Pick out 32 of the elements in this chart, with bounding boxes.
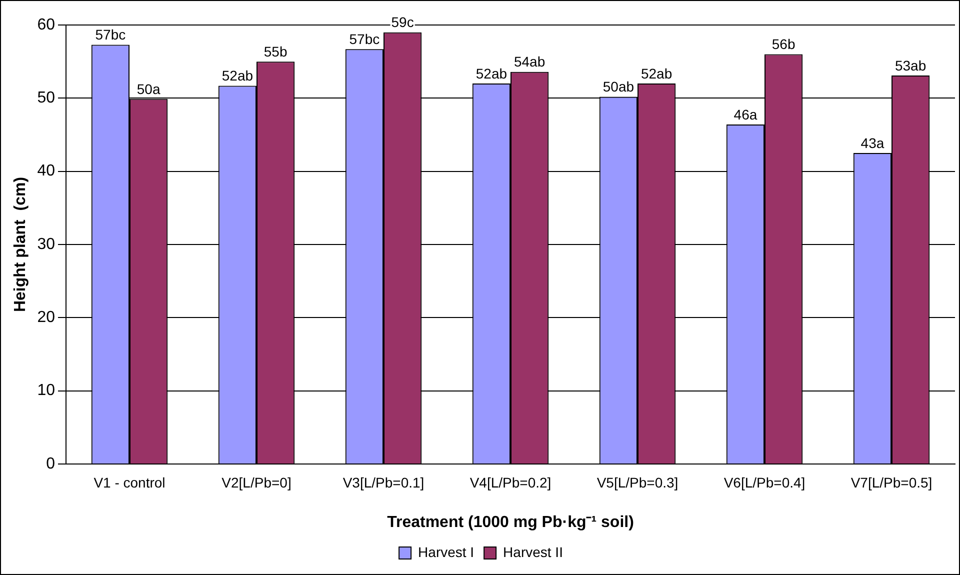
data-label: 50a [136,80,160,97]
legend-label: Harvest II [503,544,563,560]
data-label: 57bc [95,26,126,43]
x-tick-label: V1 - control [94,474,166,490]
data-label: 50ab [602,78,634,95]
data-label: 55b [264,43,288,60]
y-tick-label: 60 [37,16,56,34]
data-label: 46a [734,106,758,122]
y-tick-label: 30 [37,236,56,253]
data-label: 52ab [222,68,254,84]
data-label: 59c [391,14,414,30]
data-label: 57bc [349,31,380,48]
y-tick-label: 50 [37,90,56,107]
y-axis-title: Height plant (cm) [12,176,30,312]
y-tick-label: 20 [37,309,56,326]
x-tick-label: V5[L/Pb=0.3] [596,474,678,490]
data-label: 52ab [476,65,508,82]
data-label: 52ab [640,65,672,82]
data-label: 43a [860,134,884,151]
y-tick-label: 0 [46,455,56,472]
x-tick-label: V7[L/Pb=0.5] [850,474,932,490]
data-label: 54ab [514,54,546,70]
y-tick-label: 10 [37,382,56,400]
legend-label: Harvest I [418,544,474,560]
x-axis-title: Treatment (1000 mg Pb·kg⁻¹ soil) [387,514,634,531]
data-label: 53ab [894,57,926,74]
y-tick-label: 40 [37,162,56,180]
x-tick-label: V2[L/Pb=0] [222,474,292,490]
x-tick-label: V4[L/Pb=0.2] [470,474,552,490]
x-tick-label: V6[L/Pb=0.4] [724,474,806,490]
x-tick-label: V3[L/Pb=0.1] [342,474,424,490]
data-label: 56b [772,36,796,52]
